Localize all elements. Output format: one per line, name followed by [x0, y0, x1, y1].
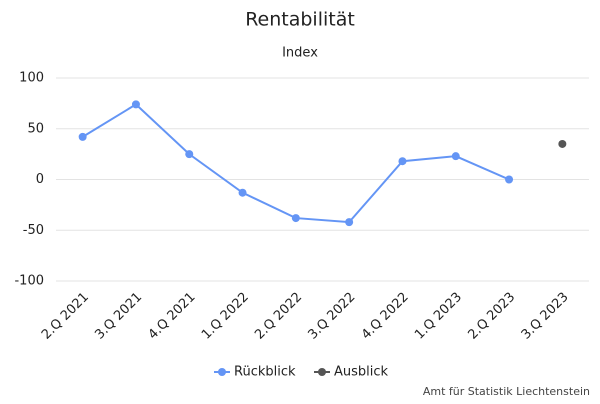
- point: [78, 132, 87, 141]
- point: [185, 150, 194, 159]
- x-tick-label: 1.Q 2023: [412, 290, 465, 343]
- legend-label: Ausblick: [334, 365, 389, 380]
- x-tick-label: 2.Q 2021: [39, 290, 92, 343]
- x-tick-label: 1.Q 2022: [199, 290, 252, 343]
- point: [505, 175, 514, 184]
- legend-label: Rückblick: [234, 365, 296, 380]
- point: [291, 214, 300, 223]
- x-tick-label: 4.Q 2022: [359, 290, 412, 343]
- legend-marker: [218, 368, 226, 376]
- x-tick-label: 3.Q 2022: [306, 290, 359, 343]
- y-tick-label: -50: [23, 223, 44, 238]
- point: [558, 139, 567, 148]
- point: [451, 152, 460, 161]
- chart-subtitle: Index: [282, 46, 318, 61]
- source: Amt für Statistik Liechtenstein: [423, 385, 590, 398]
- y-tick-label: 100: [19, 71, 44, 86]
- point: [398, 157, 407, 166]
- y-tick-label: 50: [27, 121, 44, 136]
- x-tick-label: 2.Q 2022: [252, 290, 305, 343]
- legend-marker: [318, 368, 326, 376]
- y-tick-label: -100: [14, 274, 44, 289]
- point: [131, 100, 140, 109]
- x-tick-label: 2.Q 2023: [465, 290, 518, 343]
- x-tick-label: 4.Q 2021: [146, 290, 199, 343]
- point: [345, 218, 354, 227]
- x-tick-label: 3.Q 2023: [519, 290, 572, 343]
- x-tick-label: 3.Q 2021: [92, 290, 145, 343]
- line: [82, 103, 510, 224]
- chart-title: Rentabilität: [245, 9, 355, 31]
- y-tick-label: 0: [36, 172, 44, 187]
- point: [238, 188, 247, 197]
